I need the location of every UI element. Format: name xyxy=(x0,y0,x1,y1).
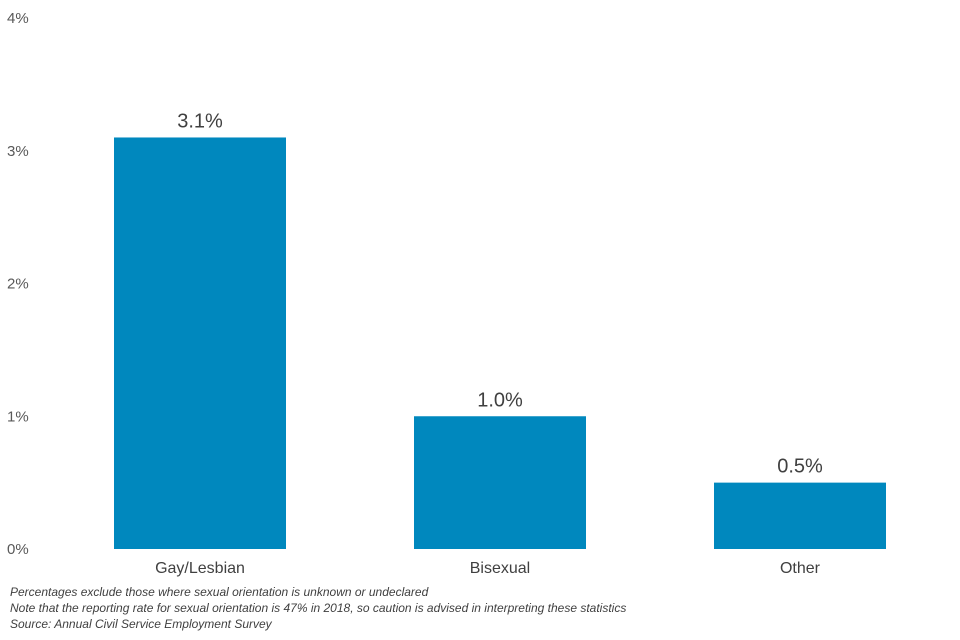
bars xyxy=(114,137,886,549)
x-tick-label: Other xyxy=(780,560,821,577)
footnote-reporting-rate: Note that the reporting rate for sexual … xyxy=(10,601,627,615)
y-tick-label: 3% xyxy=(7,143,29,160)
y-tick-label: 4% xyxy=(7,10,29,27)
bar xyxy=(414,416,586,549)
y-tick-label: 0% xyxy=(7,541,29,558)
data-labels: 3.1% 1.0% 0.5% xyxy=(177,110,823,477)
data-label: 0.5% xyxy=(777,456,823,478)
footnote-exclusions: Percentages exclude those where sexual o… xyxy=(10,585,429,599)
y-axis: 0% 1% 2% 3% 4% xyxy=(7,10,29,558)
x-tick-label: Bisexual xyxy=(470,560,530,577)
data-label: 1.0% xyxy=(477,389,523,411)
bar xyxy=(714,482,886,549)
y-tick-label: 1% xyxy=(7,408,29,425)
x-axis: Gay/Lesbian Bisexual Other xyxy=(155,560,821,577)
footnote-source: Source: Annual Civil Service Employment … xyxy=(10,617,272,631)
bar xyxy=(114,137,286,549)
data-label: 3.1% xyxy=(177,110,223,132)
x-tick-label: Gay/Lesbian xyxy=(155,560,245,577)
footnotes: Percentages exclude those where sexual o… xyxy=(10,584,626,632)
y-tick-label: 2% xyxy=(7,276,29,293)
